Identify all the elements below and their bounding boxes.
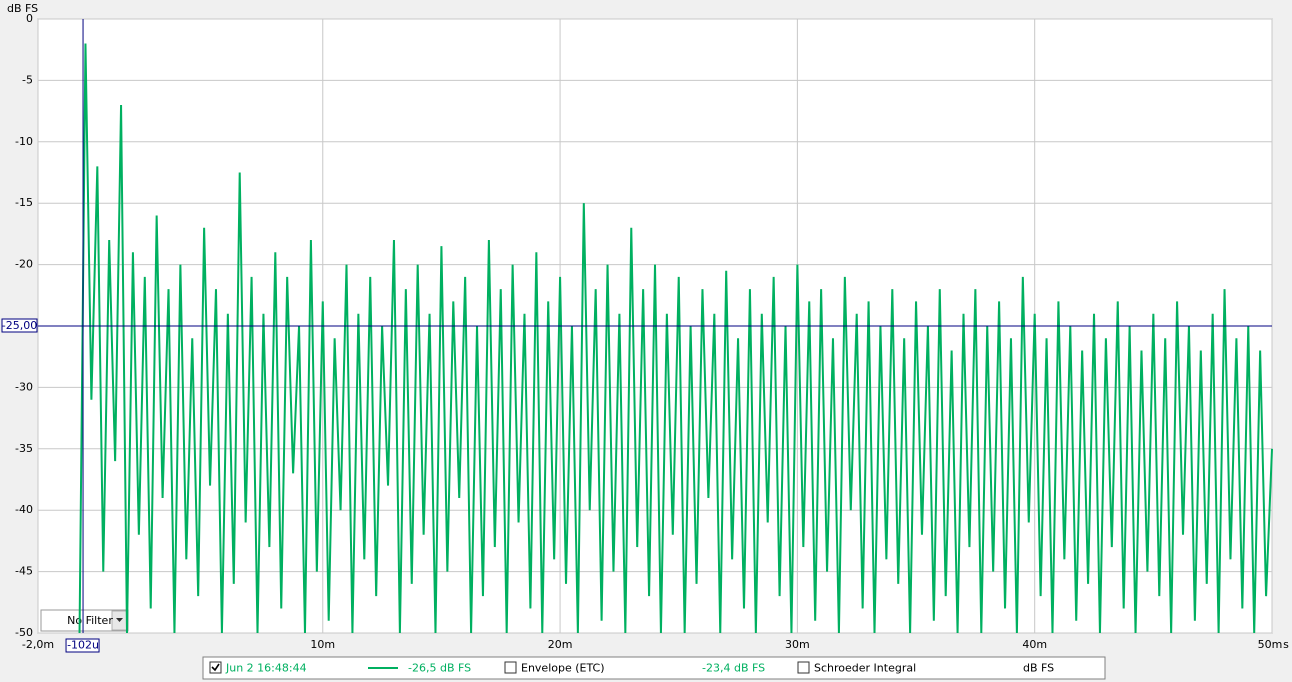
y-axis-label: dB FS bbox=[7, 2, 38, 15]
x-tick-label: 50m bbox=[1258, 638, 1283, 651]
legend-readout: -23,4 dB FS bbox=[702, 662, 765, 675]
x-tick-label: 10m bbox=[310, 638, 335, 651]
data-line bbox=[78, 43, 1273, 634]
cursor-x-label: -102u bbox=[67, 639, 99, 652]
y-tick-label: -50 bbox=[15, 626, 33, 639]
y-tick-label: -10 bbox=[15, 135, 33, 148]
legend-checkbox[interactable] bbox=[504, 661, 517, 674]
x-unit-label: s bbox=[1283, 638, 1289, 651]
x-tick-label: -2,0m bbox=[22, 638, 54, 651]
cursor-y-label: -25,00 bbox=[2, 319, 37, 332]
y-tick-label: -40 bbox=[15, 503, 33, 516]
legend-checkbox[interactable] bbox=[797, 661, 810, 674]
legend-readout: -26,5 dB FS bbox=[408, 662, 471, 675]
legend-readout: dB FS bbox=[1023, 662, 1054, 675]
y-tick-label: -35 bbox=[15, 442, 33, 455]
y-tick-label: -15 bbox=[15, 196, 33, 209]
legend-name: Jun 2 16:48:44 bbox=[225, 662, 307, 675]
legend-name: Envelope (ETC) bbox=[521, 662, 605, 675]
legend-box bbox=[202, 656, 1106, 680]
x-tick-label: 20m bbox=[548, 638, 573, 651]
y-tick-label: -45 bbox=[15, 565, 33, 578]
x-tick-label: 40m bbox=[1022, 638, 1047, 651]
legend-name: Schroeder Integral bbox=[814, 662, 916, 675]
y-tick-label: -30 bbox=[15, 380, 33, 393]
filter-label: No Filter bbox=[67, 614, 113, 627]
checkmark bbox=[211, 663, 220, 672]
legend-checkbox[interactable] bbox=[209, 661, 222, 674]
dropdown-arrow bbox=[116, 618, 123, 622]
x-tick-label: 30m bbox=[785, 638, 810, 651]
cursor-y-box bbox=[1, 318, 38, 333]
y-tick-label: -20 bbox=[15, 258, 33, 271]
cursor-x-box bbox=[65, 638, 100, 653]
y-tick-label: -5 bbox=[22, 73, 33, 86]
y-tick-label: 0 bbox=[26, 12, 33, 25]
